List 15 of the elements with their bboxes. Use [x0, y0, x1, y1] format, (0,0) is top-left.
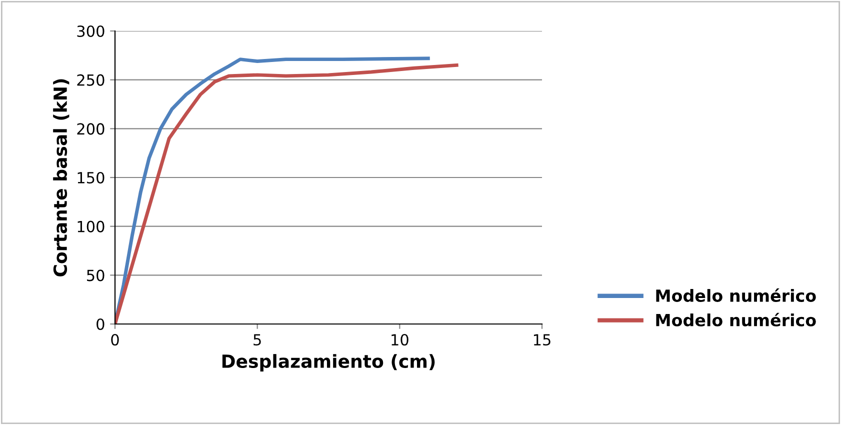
- y-axis-title: Cortante basal (kN): [53, 79, 70, 276]
- legend-label: Modelo numérico: [656, 288, 816, 302]
- y-tick-label: 100: [78, 220, 104, 232]
- x-tick-label: 0: [111, 334, 119, 346]
- y-tick-label: 150: [78, 172, 104, 184]
- legend-label: Modelo numérico: [656, 312, 816, 326]
- x-tick-label: 10: [392, 334, 408, 346]
- x-tick-label: 15: [534, 334, 550, 346]
- y-tick-label: 250: [77, 74, 104, 86]
- y-tick-label: 200: [77, 123, 104, 135]
- x-axis-title: Desplazamiento (cm): [222, 354, 435, 372]
- y-tick-label: 0: [96, 318, 104, 330]
- y-tick-label: 50: [87, 270, 104, 282]
- y-tick-label: 300: [77, 25, 104, 38]
- x-tick-label: 5: [254, 334, 261, 346]
